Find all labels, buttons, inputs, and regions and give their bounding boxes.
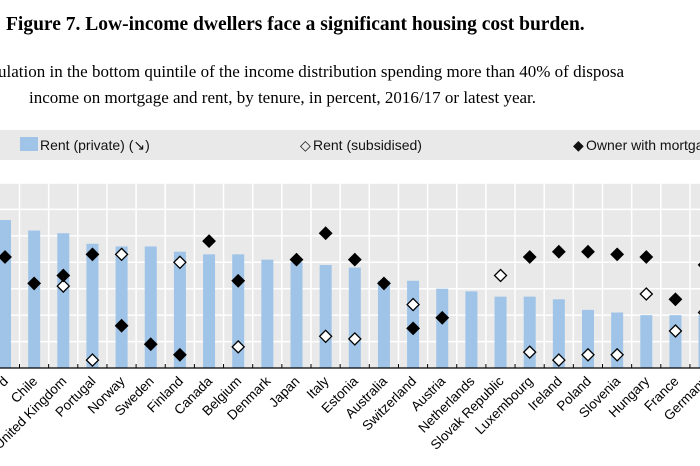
marker-rent-subsidised <box>551 353 566 367</box>
marker-rent-subsidised <box>406 297 421 312</box>
legend-filled-diamond-icon: ◆ <box>573 137 584 153</box>
bar-rent-private <box>377 280 390 368</box>
marker-rent-subsidised <box>56 279 71 293</box>
chart-subtitle-line1: ulation in the bottom quintile of the in… <box>0 62 625 81</box>
x-tick-label: d <box>0 374 11 390</box>
marker-owner-mortgage <box>231 273 246 288</box>
marker-owner-mortgage <box>406 321 421 336</box>
marker-rent-subsidised <box>347 332 362 346</box>
marker-owner-mortgage <box>172 347 187 362</box>
marker-owner-mortgage <box>318 226 333 241</box>
bar-rent-private <box>0 220 11 368</box>
bar-rent-private <box>436 288 449 368</box>
marker-rent-subsidised <box>231 339 246 354</box>
bar-rent-private <box>290 262 303 368</box>
marker-rent-subsidised <box>85 353 100 367</box>
bar-rent-private <box>144 246 157 368</box>
marker-owner-mortgage <box>85 247 100 262</box>
marker-rent-subsidised <box>668 324 683 338</box>
bar-rent-private <box>669 315 682 368</box>
marker-owner-mortgage <box>202 234 216 249</box>
marker-owner-mortgage <box>27 276 42 291</box>
bar-rent-private <box>552 299 565 368</box>
bar-rent-private <box>465 291 478 368</box>
marker-rent-subsidised <box>581 347 595 362</box>
bar-rent-private <box>203 254 216 368</box>
legend-swatch-rent-private <box>20 137 38 151</box>
bar-rent-private <box>494 296 507 368</box>
marker-rent-subsidised <box>522 345 537 360</box>
legend-label-rent-private: Rent (private) (↘) <box>40 137 150 153</box>
marker-owner-mortgage <box>610 247 625 262</box>
legend-label-rent-subsidised: Rent (subsidised) <box>313 137 422 153</box>
legend-label-owner-mortgage: Owner with mortga <box>586 137 700 153</box>
chart-title: Figure 7. Low-income dwellers face a sig… <box>6 14 585 35</box>
marker-owner-mortgage <box>0 250 12 264</box>
marker-rent-subsidised <box>610 347 625 362</box>
x-tick-label: Japan <box>266 374 303 411</box>
bar-rent-private <box>348 267 361 368</box>
bar-rent-private <box>173 251 186 368</box>
marker-owner-mortgage <box>347 252 362 267</box>
marker-rent-subsidised <box>493 268 508 283</box>
bar-rent-private <box>698 315 700 368</box>
marker-owner-mortgage <box>551 244 566 259</box>
marker-owner-mortgage <box>639 250 654 264</box>
marker-rent-subsidised <box>639 287 654 301</box>
legend-open-diamond-icon: ◇ <box>300 137 311 153</box>
marker-owner-mortgage <box>377 276 391 291</box>
legend: Rent (private) (↘) ◇ Rent (subsidised) ◆… <box>0 130 700 160</box>
marker-owner-mortgage <box>56 268 71 283</box>
bar-rent-private <box>319 264 332 368</box>
chart-subtitle-line2: income on mortgage and rent, by tenure, … <box>29 88 537 107</box>
marker-owner-mortgage <box>522 250 537 264</box>
marker-owner-mortgage <box>143 337 158 352</box>
marker-rent-subsidised <box>172 255 187 270</box>
marker-owner-mortgage <box>668 292 683 307</box>
marker-owner-mortgage <box>114 318 129 333</box>
bar-rent-private <box>86 243 99 368</box>
bar-rent-private <box>115 246 128 368</box>
marker-owner-mortgage <box>581 244 595 259</box>
bar-rent-private <box>261 259 274 368</box>
marker-rent-subsidised <box>318 329 333 344</box>
bar-rent-private <box>640 315 653 368</box>
bar-rent-private <box>57 233 70 368</box>
marker-owner-mortgage <box>435 310 450 325</box>
marker-owner-mortgage <box>289 252 304 267</box>
marker-rent-subsidised <box>114 247 129 262</box>
bar-rent-private <box>28 230 41 368</box>
